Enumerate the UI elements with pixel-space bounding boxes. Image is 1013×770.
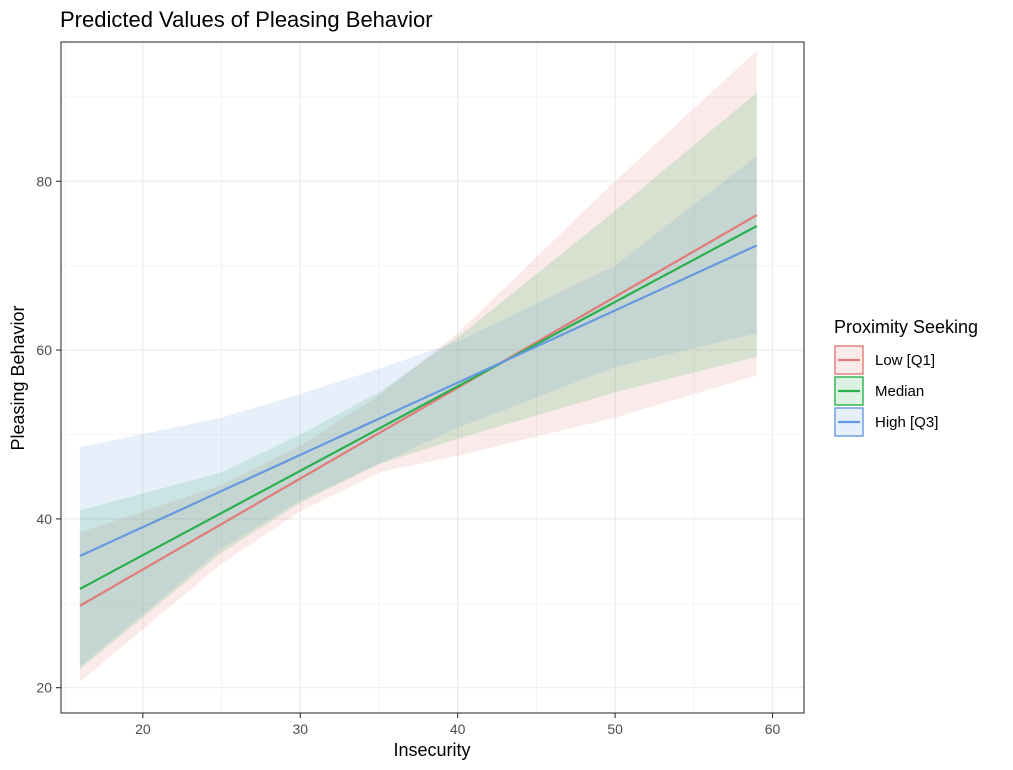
y-tick-label: 80 bbox=[36, 173, 52, 189]
x-axis: 20 30 40 50 60 bbox=[135, 713, 781, 737]
legend-title: Proximity Seeking bbox=[834, 317, 978, 337]
y-tick-label: 20 bbox=[36, 680, 52, 696]
legend: Proximity Seeking Low [Q1] Median High [Q3… bbox=[834, 317, 978, 437]
x-axis-title: Insecurity bbox=[393, 740, 470, 760]
legend-item: High [Q3] bbox=[834, 407, 938, 437]
x-tick-label: 20 bbox=[135, 721, 151, 737]
series-line-1 bbox=[79, 225, 758, 590]
ci-ribbon-1 bbox=[79, 92, 757, 670]
plot-border bbox=[60, 41, 805, 714]
chart-title: Predicted Values of Pleasing Behavior bbox=[60, 7, 433, 32]
y-axis: 20 40 60 80 bbox=[36, 173, 61, 696]
grid-minor bbox=[61, 42, 804, 713]
grid-major bbox=[61, 42, 804, 713]
ci-ribbon-0 bbox=[79, 50, 757, 682]
legend-item: Median bbox=[834, 376, 924, 406]
x-tick-label: 50 bbox=[607, 721, 623, 737]
x-tick-label: 40 bbox=[450, 721, 466, 737]
y-tick-label: 40 bbox=[36, 511, 52, 527]
legend-label: High [Q3] bbox=[875, 414, 938, 431]
legend-label: Median bbox=[875, 383, 924, 400]
legend-item: Low [Q1] bbox=[834, 345, 935, 375]
y-tick-label: 60 bbox=[36, 342, 52, 358]
series-line-0 bbox=[79, 214, 758, 607]
x-tick-label: 60 bbox=[765, 721, 781, 737]
legend-label: Low [Q1] bbox=[875, 352, 935, 369]
y-axis-title: Pleasing Behavior bbox=[8, 305, 28, 450]
series-line-2 bbox=[79, 244, 758, 558]
series-lines bbox=[79, 214, 758, 607]
x-tick-label: 30 bbox=[292, 721, 308, 737]
plot-panel bbox=[61, 42, 804, 713]
